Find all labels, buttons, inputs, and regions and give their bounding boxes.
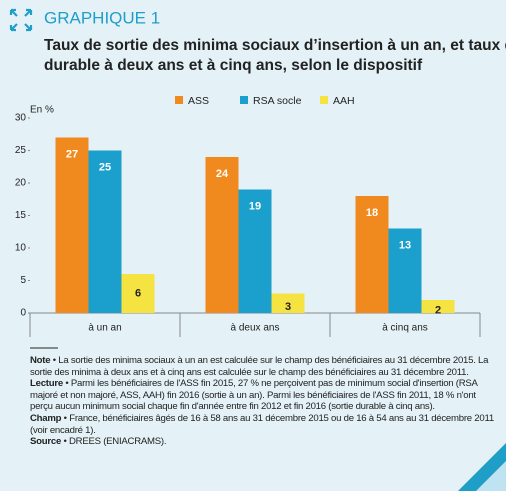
note-text: • Parmi les bénéficiaires de l'ASS fin 2… [30, 378, 478, 413]
x-tick-label: à deux ans [231, 323, 280, 334]
value-label: 25 [99, 161, 111, 173]
bar [88, 150, 122, 313]
corner-decoration [458, 443, 506, 491]
chart: GRAPHIQUE 1 Taux de sortie des minima so… [9, 8, 506, 349]
value-label: 6 [135, 287, 141, 299]
note-text: • DREES (ENIACRAMS). [61, 436, 167, 448]
y-tick-label: 10 [15, 243, 27, 254]
x-tick-label: à cinq ans [382, 323, 428, 334]
bar [421, 300, 455, 313]
value-label: 27 [66, 148, 78, 160]
bar [205, 157, 239, 313]
value-label: 19 [249, 200, 261, 212]
chart-label: GRAPHIQUE 1 [44, 8, 160, 27]
bar [238, 189, 272, 313]
legend-label: ASS [188, 95, 209, 107]
legend-label: AAH [333, 95, 355, 107]
legend-label: RSA socle [253, 95, 302, 107]
note-text: • France, bénéficiaires âgés de 16 à 58 … [30, 412, 494, 436]
note: Note • La sortie des minima sociaux à un… [30, 355, 498, 378]
bar [271, 293, 305, 313]
y-tick-label: 5 [20, 275, 26, 286]
legend-swatch [175, 96, 183, 104]
note-label: Champ [30, 412, 62, 424]
notes: Note • La sortie des minima sociaux à un… [30, 355, 498, 448]
y-tick-label: 25 [15, 145, 27, 156]
value-label: 2 [435, 304, 441, 316]
bar [55, 137, 89, 313]
legend-swatch [240, 96, 248, 104]
bar [121, 274, 155, 313]
value-label: 13 [399, 239, 411, 251]
note: Source • DREES (ENIACRAMS). [30, 436, 498, 448]
y-tick-label: 0 [20, 308, 26, 319]
value-label: 18 [366, 207, 378, 219]
y-axis-label: En % [30, 105, 54, 116]
note-label: Source [30, 436, 62, 448]
chart-title: Taux de sortie des minima sociaux d’inse… [44, 37, 506, 74]
note-text: • La sortie des minima sociaux à un an e… [30, 355, 489, 378]
y-tick-label: 20 [15, 178, 27, 189]
value-label: 3 [285, 301, 291, 313]
note: Champ • France, bénéficiaires âgés de 16… [30, 413, 498, 436]
bar [355, 196, 389, 313]
legend-swatch [320, 96, 328, 104]
note-label: Note [30, 355, 51, 366]
bar [388, 228, 422, 313]
icon [9, 8, 33, 32]
x-tick-label: à un an [88, 323, 121, 334]
y-tick-label: 15 [15, 210, 27, 221]
y-tick-label: 30 [15, 113, 27, 124]
note-label: Lecture [30, 378, 63, 390]
note: Lecture • Parmi les bénéficiaires de l'A… [30, 378, 498, 413]
value-label: 24 [216, 168, 229, 180]
